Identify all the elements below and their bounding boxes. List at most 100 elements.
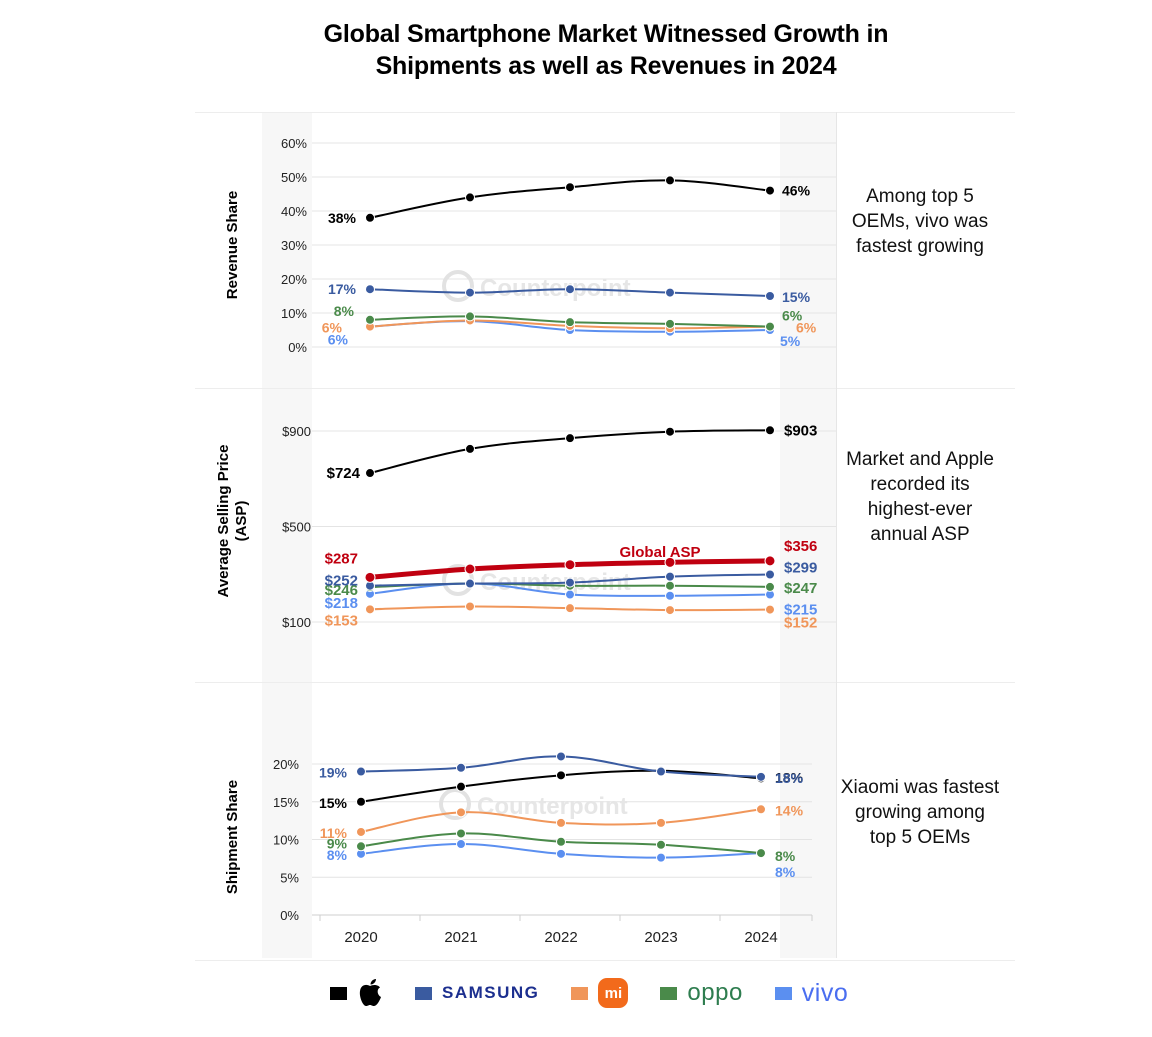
- asp-end-label-oppo: $247: [784, 580, 817, 597]
- asp-point-xiaomi-2020: [365, 604, 375, 615]
- shipment-point-apple-2021: [456, 781, 466, 792]
- asp-point-apple-2022: [565, 433, 575, 444]
- asp-point-apple-2023: [665, 426, 675, 437]
- revenue-point-samsung-2020: [365, 284, 375, 295]
- shipment-xtick-label: 2024: [744, 929, 777, 946]
- asp-point-samsung-2024: [765, 569, 775, 580]
- asp-start-label-apple: $724: [327, 465, 361, 482]
- asp-point-apple-2024: [765, 425, 775, 436]
- shipment-watermark-logo-icon: [439, 788, 471, 820]
- revenue-ytick-label: 10%: [281, 306, 307, 321]
- shipment-point-oppo-2024: [756, 848, 766, 859]
- shipment-point-oppo-2021: [456, 828, 466, 839]
- shipment-point-apple-2022: [556, 770, 566, 781]
- revenue-point-oppo-2020: [365, 314, 375, 325]
- shipment-end-label-samsung: 18%: [775, 770, 804, 786]
- revenue-end-label-apple: 46%: [782, 183, 811, 199]
- shipment-ytick-label: 5%: [280, 870, 299, 885]
- shipment-point-oppo-2023: [656, 839, 666, 850]
- asp-point-samsung-2021: [465, 578, 475, 589]
- revenue-start-label-apple: 38%: [328, 210, 357, 226]
- shipment-point-samsung-2021: [456, 762, 466, 773]
- shipment-point-oppo-2020: [356, 841, 366, 852]
- shipment-point-samsung-2023: [656, 766, 666, 777]
- revenue-start-label-xiaomi: 6%: [322, 320, 343, 336]
- asp-point-vivo-2022: [565, 589, 575, 600]
- shipment-point-samsung-2022: [556, 751, 566, 762]
- title-line-2: Shipments as well as Revenues in 2024: [375, 52, 837, 80]
- legend-swatch-samsung: [415, 986, 432, 1000]
- shipment-end-label-apple: 18%: [775, 769, 804, 785]
- asp-end-label-samsung: $299: [784, 559, 817, 576]
- note-asp: Market and Apple recorded its highest-ev…: [846, 449, 994, 545]
- shipment-watermark: Counterpoint: [477, 793, 628, 820]
- legend-swatch-xiaomi: [571, 986, 589, 1000]
- shipment-point-samsung-2024: [756, 771, 766, 782]
- revenue-ytick-label: 30%: [281, 238, 307, 253]
- shipment-point-vivo-2023: [656, 852, 666, 863]
- revenue-ytick-label: 40%: [281, 204, 307, 219]
- revenue-point-apple-2024: [765, 185, 775, 196]
- revenue-point-samsung-2021: [465, 287, 475, 298]
- asp-point-xiaomi-2023: [665, 605, 675, 616]
- asp-point-samsung-2023: [665, 571, 675, 582]
- vivo-logo: vivo: [801, 978, 849, 1007]
- revenue-start-label-oppo: 8%: [334, 303, 355, 319]
- shipment-ytick-label: 20%: [273, 757, 299, 772]
- asp-point-samsung-2022: [565, 577, 575, 588]
- asp-start-label-global: $287: [325, 550, 358, 567]
- shipment-chart: 0% 5% 10% 15% 20% 2020 2021 2022 2023 2024 Counter…: [273, 751, 813, 946]
- panel-divider-1: [195, 388, 1015, 389]
- legend-swatch-oppo: [660, 986, 678, 1000]
- asp-end-label-xiaomi: $152: [784, 615, 817, 632]
- asp-point-xiaomi-2022: [565, 603, 575, 614]
- chart-title: Global Smartphone Market Witnessed Growt…: [0, 18, 1152, 82]
- shipment-point-xiaomi-2024: [756, 804, 766, 815]
- shipment-start-label-xiaomi: 11%: [320, 825, 348, 841]
- right-band: [780, 112, 836, 958]
- asp-ytick-label: $500: [282, 520, 311, 535]
- shipment-xtick-label: 2021: [444, 929, 477, 946]
- asp-start-label-vivo: $218: [325, 595, 358, 612]
- legend-item-vivo: vivo: [774, 978, 849, 1008]
- revenue-end-label-vivo: 5%: [780, 333, 801, 349]
- asp-start-label-oppo: $246: [325, 582, 358, 599]
- asp-point-global-2020: [364, 571, 376, 583]
- shipment-ytick-label: 0%: [280, 908, 299, 923]
- panel-divider-2: [195, 682, 1015, 683]
- shipment-start-label-vivo: 8%: [327, 847, 348, 863]
- revenue-point-apple-2022: [565, 182, 575, 193]
- revenue-point-apple-2021: [465, 192, 475, 203]
- shipment-start-label-samsung: 19%: [319, 765, 348, 781]
- left-band: [262, 112, 312, 958]
- revenue-ytick-label: 50%: [281, 170, 307, 185]
- shipment-ytick-label: 15%: [273, 795, 299, 810]
- shipment-point-vivo-2022: [556, 848, 566, 859]
- notes-divider: [836, 112, 837, 958]
- revenue-ytick-label: 20%: [281, 272, 307, 287]
- asp-point-oppo-2024: [765, 581, 775, 592]
- oppo-logo: oppo: [687, 979, 743, 1006]
- revenue-point-oppo-2024: [765, 321, 775, 332]
- panel-divider-top: [195, 112, 1015, 113]
- shipment-point-xiaomi-2023: [656, 817, 666, 828]
- note-shipment: Xiaomi was fastest growing among top 5 O…: [840, 777, 1000, 848]
- revenue-end-label-xiaomi: 6%: [796, 320, 817, 336]
- revenue-point-samsung-2023: [665, 287, 675, 298]
- shipment-point-xiaomi-2022: [556, 817, 566, 828]
- asp-point-global-2022: [564, 559, 576, 571]
- asp-point-xiaomi-2024: [765, 604, 775, 615]
- revenue-point-samsung-2024: [765, 291, 775, 301]
- asp-ytick-label: $100: [282, 615, 311, 630]
- shipment-point-xiaomi-2021: [456, 807, 466, 818]
- asp-point-global-2021: [464, 563, 476, 575]
- legend-item-oppo: oppo: [660, 979, 742, 1007]
- revenue-watermark-logo-icon: [442, 270, 474, 302]
- revenue-point-apple-2023: [665, 175, 675, 186]
- shipment-end-label-xiaomi: 14%: [775, 802, 804, 818]
- shipment-xtick-label: 2022: [544, 929, 577, 946]
- asp-end-label-apple: $903: [784, 422, 817, 439]
